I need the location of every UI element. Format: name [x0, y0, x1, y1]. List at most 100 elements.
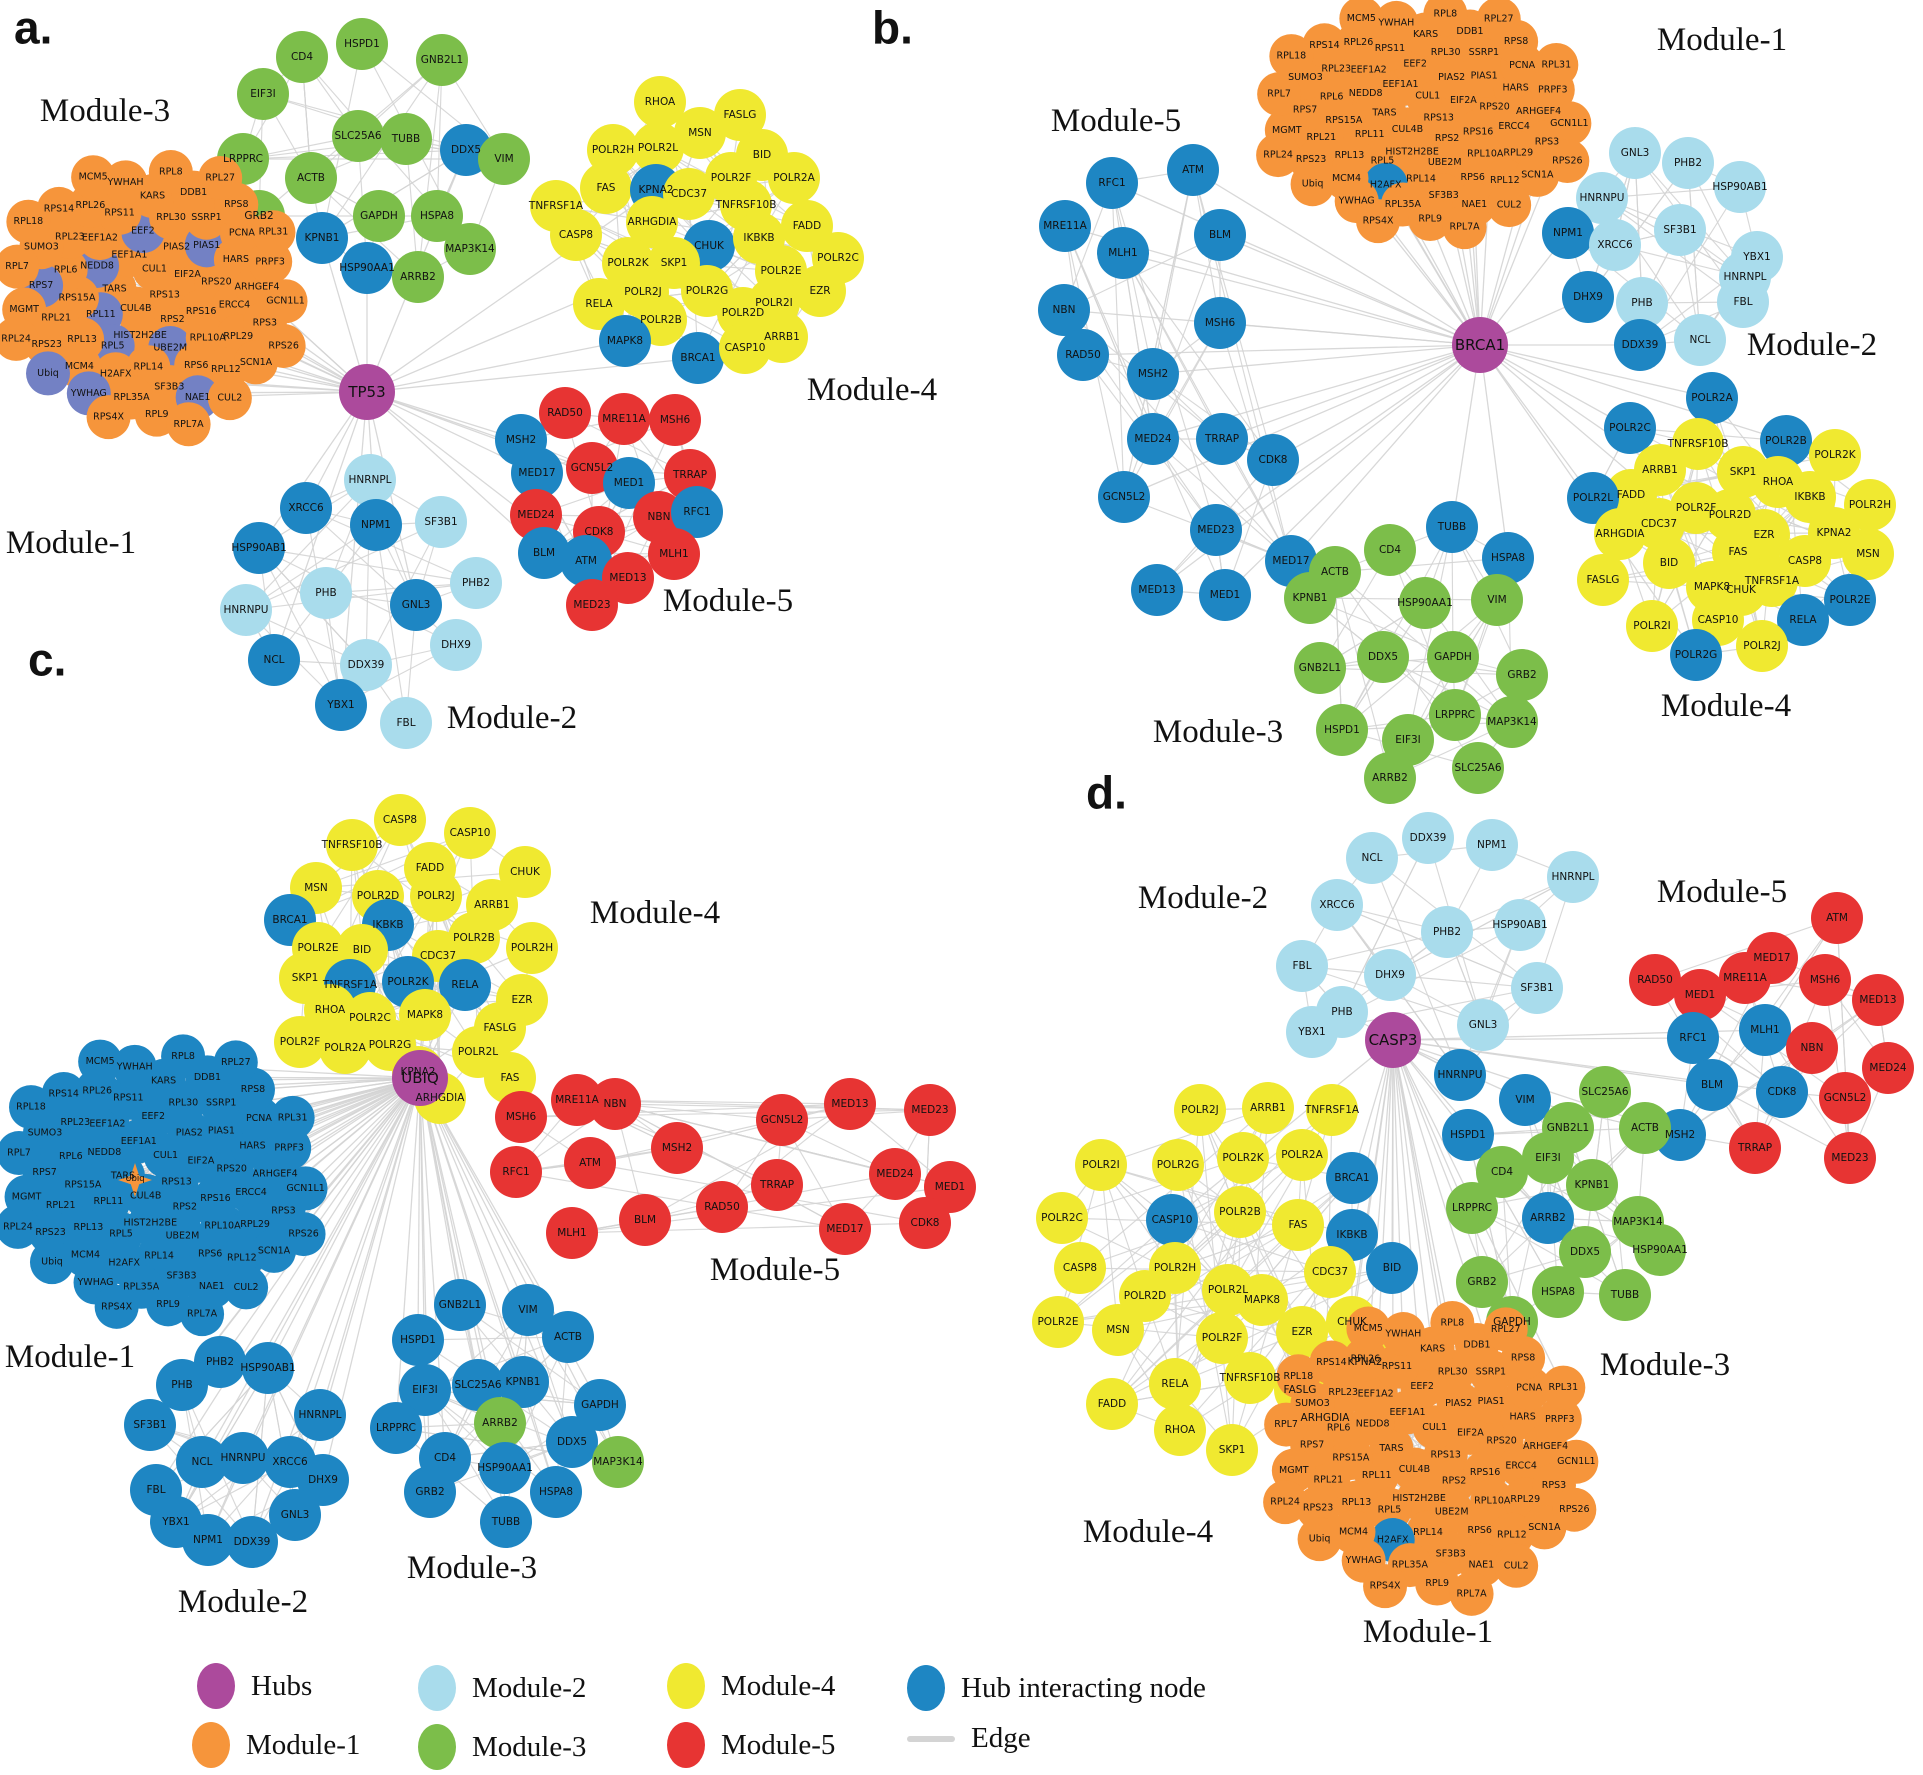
node-Ubiq[interactable] [1297, 1517, 1342, 1562]
hub-node-BRCA1[interactable] [1452, 317, 1508, 373]
node-SLC25A6[interactable] [332, 110, 384, 162]
node-PHB2[interactable] [450, 557, 502, 609]
node-MLH1[interactable] [648, 528, 700, 580]
node-TRRAP[interactable] [1729, 1122, 1781, 1174]
node-HNRNPL[interactable] [344, 454, 396, 506]
node-RPL8[interactable] [148, 150, 193, 195]
node-RPL18[interactable] [6, 199, 51, 244]
node-CD4[interactable] [1364, 524, 1416, 576]
node-MRE11A[interactable] [1039, 200, 1091, 252]
node-MSH6[interactable] [649, 394, 701, 446]
node-POLR2F[interactable] [274, 1016, 326, 1068]
node-BLM[interactable] [518, 527, 570, 579]
node-POLR2H[interactable] [506, 922, 558, 974]
node-BID[interactable] [1643, 537, 1695, 589]
node-HSP90AB1[interactable] [1494, 899, 1546, 951]
node-HSPD1[interactable] [1316, 704, 1368, 756]
node-RELA[interactable] [439, 959, 491, 1011]
node-RPL18[interactable] [1276, 1354, 1321, 1399]
node-POLR2A[interactable] [1276, 1129, 1328, 1181]
node-RPL24[interactable] [0, 1204, 40, 1249]
node-GNL3[interactable] [269, 1489, 321, 1541]
node-Ubiq[interactable] [1290, 162, 1335, 207]
node-YBX1[interactable] [315, 679, 367, 731]
node-FADD[interactable] [781, 200, 833, 252]
node-EIF3I[interactable] [1522, 1132, 1574, 1184]
node-POLR2K[interactable] [1809, 429, 1861, 481]
node-VIM[interactable] [1499, 1074, 1551, 1126]
node-LRPPRC[interactable] [1429, 689, 1481, 741]
node-FASLG[interactable] [714, 89, 766, 141]
node-POLR2L[interactable] [632, 122, 684, 174]
node-HSP90AA1[interactable] [479, 1442, 531, 1494]
node-MED1[interactable] [1674, 969, 1726, 1021]
node-Ubiq[interactable] [29, 1240, 74, 1285]
node-GNL3[interactable] [1609, 127, 1661, 179]
node-MRE11A[interactable] [551, 1074, 603, 1126]
node-POLR2I[interactable] [1626, 600, 1678, 652]
node-MCM5[interactable] [78, 1039, 123, 1084]
node-CD4[interactable] [1476, 1146, 1528, 1198]
node-RPS4X[interactable] [1363, 1564, 1408, 1609]
node-star-Ubiq[interactable] [118, 1163, 152, 1197]
node-SLC25A6[interactable] [1579, 1066, 1631, 1118]
node-DDX5[interactable] [1357, 631, 1409, 683]
node-PHB[interactable] [156, 1359, 208, 1411]
node-HNRNPU[interactable] [217, 1432, 269, 1484]
node-RPL18[interactable] [1269, 34, 1314, 79]
node-GCN5L2[interactable] [756, 1094, 808, 1146]
node-SLC25A6[interactable] [1452, 742, 1504, 794]
node-GRB2[interactable] [1496, 649, 1548, 701]
node-DDX39[interactable] [1614, 319, 1666, 371]
node-ARRB1[interactable] [756, 311, 808, 363]
node-MAPK8[interactable] [1236, 1274, 1288, 1326]
node-GCN1L1[interactable] [263, 279, 308, 324]
node-DDX39[interactable] [226, 1516, 278, 1568]
node-RPL27[interactable] [213, 1040, 258, 1085]
node-RPS23[interactable] [1296, 1485, 1341, 1530]
node-MED1[interactable] [603, 457, 655, 509]
node-RPL27[interactable] [1483, 1307, 1528, 1352]
node-CDK8[interactable] [899, 1197, 951, 1249]
node-CUL2[interactable] [224, 1265, 269, 1310]
node-DHX9[interactable] [1364, 949, 1416, 1001]
node-GAPDH[interactable] [1427, 631, 1479, 683]
node-RPS26[interactable] [261, 323, 306, 368]
node-POLR2E[interactable] [1824, 574, 1876, 626]
node-MAPK8[interactable] [399, 989, 451, 1041]
node-FAS[interactable] [484, 1052, 536, 1104]
node-CASP8[interactable] [1054, 1242, 1106, 1294]
node-ARRB2[interactable] [474, 1397, 526, 1449]
node-POLR2C[interactable] [1604, 402, 1656, 454]
node-HNRNPU[interactable] [1576, 172, 1628, 224]
node-HNRNPL[interactable] [1547, 851, 1599, 903]
node-ATM[interactable] [1811, 892, 1863, 944]
node-RPL8[interactable] [1430, 1300, 1475, 1345]
node-DDX5[interactable] [1559, 1226, 1611, 1278]
node-MSH6[interactable] [1799, 954, 1851, 1006]
node-MSH2[interactable] [1127, 348, 1179, 400]
node-PHB2[interactable] [194, 1336, 246, 1388]
node-MAP3K14[interactable] [1486, 696, 1538, 748]
node-RPL7[interactable] [1257, 72, 1302, 117]
node-RPL9[interactable] [1415, 1561, 1460, 1606]
node-NCL[interactable] [176, 1436, 228, 1488]
node-TUBB[interactable] [1599, 1269, 1651, 1321]
node-MED24[interactable] [1127, 413, 1179, 465]
node-GAPDH[interactable] [574, 1379, 626, 1431]
node-MCM5[interactable] [1339, 0, 1384, 41]
node-POLR2G[interactable] [1670, 629, 1722, 681]
node-GNB2L1[interactable] [434, 1279, 486, 1331]
node-MED13[interactable] [824, 1078, 876, 1130]
node-ARRB1[interactable] [1242, 1082, 1294, 1134]
node-MSN[interactable] [1092, 1304, 1144, 1356]
node-Ubiq[interactable] [26, 351, 71, 396]
node-HSPD1[interactable] [1442, 1109, 1494, 1161]
node-MED24[interactable] [869, 1148, 921, 1200]
node-MAPK8[interactable] [599, 315, 651, 367]
node-HSP90AA1[interactable] [341, 242, 393, 294]
node-ARRB2[interactable] [1522, 1192, 1574, 1244]
node-TRRAP[interactable] [1196, 413, 1248, 465]
node-MED23[interactable] [1190, 504, 1242, 556]
node-RPL7A[interactable] [1449, 1571, 1494, 1616]
